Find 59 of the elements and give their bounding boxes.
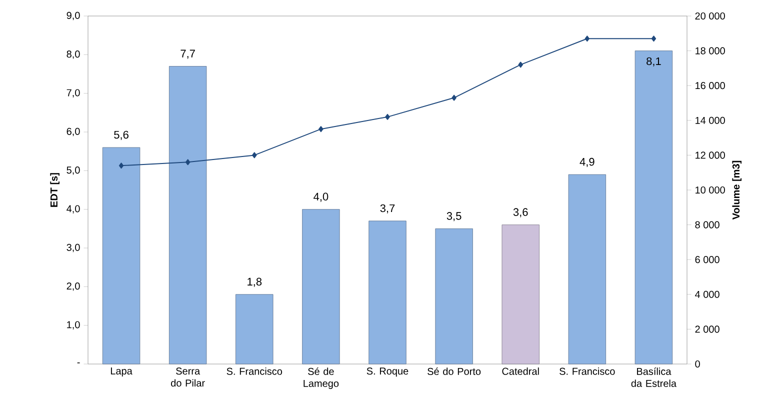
x-tick-label: Lapa xyxy=(110,368,132,376)
y2-tick-label: 2 000 xyxy=(695,326,720,333)
y-tick-label: 3,0 xyxy=(66,244,80,252)
data-label: 8,1 xyxy=(646,57,661,66)
data-label: 4,0 xyxy=(314,192,328,202)
data-label: 7,7 xyxy=(180,50,195,59)
x-tick-label: S. Francisco xyxy=(226,368,282,375)
bar xyxy=(102,147,140,364)
data-label: 4,9 xyxy=(580,158,594,168)
point xyxy=(385,114,390,120)
y2-tick-label: 16 000 xyxy=(696,82,725,90)
y2-tick-label: 18 000 xyxy=(696,47,725,54)
x-tick-label: Sé do Porto xyxy=(428,368,481,375)
y-tick-label: 9,0 xyxy=(66,12,80,20)
y-tick-label: 8,0 xyxy=(66,50,80,59)
point xyxy=(518,62,523,68)
y-tick-label: 1,0 xyxy=(67,321,80,330)
y-tick-label: - xyxy=(77,362,80,364)
y2-tick-label: 8 000 xyxy=(695,221,720,228)
y2-axis-title: Volume [m3] xyxy=(732,160,742,220)
y2-tick-label: 0 xyxy=(695,360,700,368)
y-tick-label: 4,0 xyxy=(66,205,80,214)
x-tick-label: Serra do Pilar xyxy=(171,368,205,387)
x-tick-label: S. Francisco xyxy=(560,368,615,375)
y2-tick-label: 12 000 xyxy=(696,152,725,159)
data-label: 5,6 xyxy=(114,130,128,140)
y2-tick-label: 20 000 xyxy=(695,12,725,20)
bar xyxy=(502,224,540,364)
y2-tick-label: 6 000 xyxy=(695,256,720,264)
y2-tick-label: 4 000 xyxy=(695,290,720,298)
x-tick-label: Catedral xyxy=(502,368,539,375)
y-tick-label: 5,0 xyxy=(66,166,80,175)
point xyxy=(584,36,590,42)
bar xyxy=(568,174,606,364)
data-label: 3,5 xyxy=(446,212,462,222)
x-tick-label: S. Roque xyxy=(366,368,408,377)
point xyxy=(252,152,257,158)
data-label: 3,7 xyxy=(380,204,395,214)
x-tick-label: Sé de Lamego xyxy=(304,368,339,389)
point xyxy=(185,159,190,166)
point xyxy=(651,36,656,42)
y-axis-title: EDT [s] xyxy=(50,173,60,207)
point xyxy=(452,94,456,101)
bar xyxy=(634,50,673,364)
data-label: 1,8 xyxy=(248,278,262,287)
y2-tick-label: 14 000 xyxy=(696,116,725,124)
data-label: 3,6 xyxy=(513,208,528,218)
y-tick-label: 6,0 xyxy=(66,128,80,136)
bar xyxy=(236,294,274,364)
bar xyxy=(435,228,473,364)
point xyxy=(318,126,324,132)
bar xyxy=(169,66,207,364)
y-tick-label: 2,0 xyxy=(66,282,80,291)
y-tick-label: 7,0 xyxy=(66,89,80,98)
bar xyxy=(368,220,406,364)
x-tick-label: Basílica da Estrela xyxy=(631,368,677,387)
point xyxy=(118,162,124,169)
y2-tick-label: 10 000 xyxy=(696,186,725,194)
bar xyxy=(302,209,340,364)
